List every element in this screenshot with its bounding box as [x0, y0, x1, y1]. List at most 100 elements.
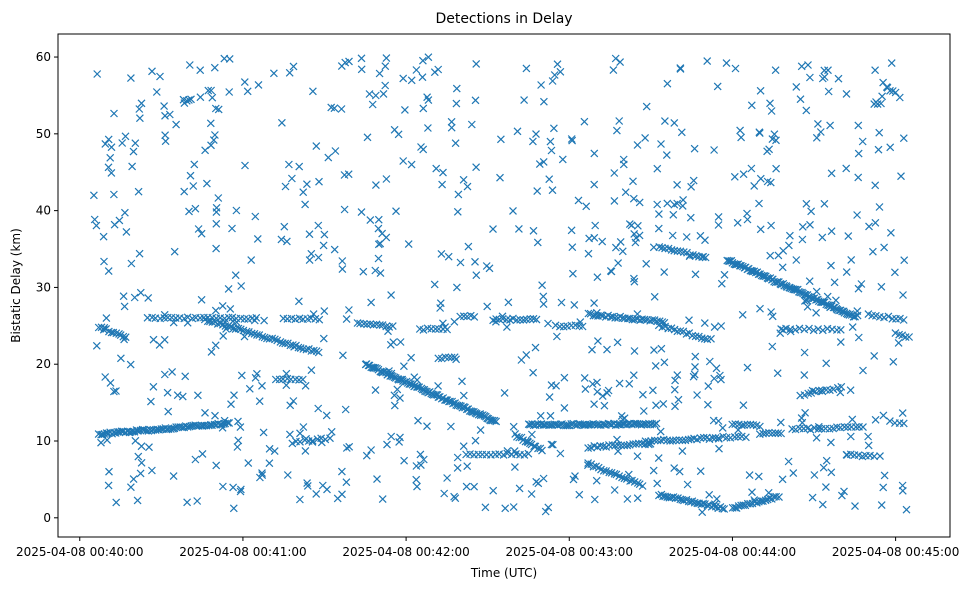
data-point: [690, 370, 699, 379]
y-tick-label: 10: [36, 434, 51, 448]
data-point: [593, 387, 602, 396]
data-point: [871, 415, 880, 424]
data-point: [234, 324, 243, 333]
data-point: [126, 483, 135, 492]
data-point: [92, 221, 101, 230]
data-point: [441, 353, 450, 362]
data-point: [194, 225, 203, 233]
data-point: [101, 139, 110, 148]
data-point: [373, 475, 381, 484]
data-point: [700, 334, 709, 343]
data-point: [472, 271, 481, 280]
data-point: [623, 495, 632, 503]
data-point: [615, 379, 624, 388]
data-point: [752, 498, 761, 507]
data-point: [570, 300, 579, 309]
data-point: [817, 298, 826, 307]
data-point: [864, 432, 873, 441]
data-point: [357, 54, 366, 63]
data-point: [389, 338, 398, 347]
data-point: [284, 160, 293, 169]
data-point: [496, 135, 505, 144]
data-point: [534, 444, 542, 453]
data-point: [679, 496, 688, 505]
data-point: [102, 314, 111, 323]
data-point: [444, 353, 453, 362]
data-point: [288, 439, 297, 448]
data-point: [690, 144, 699, 153]
data-point: [191, 455, 200, 464]
data-point: [743, 215, 752, 224]
data-point: [755, 422, 764, 431]
data-point: [766, 251, 775, 260]
data-point: [650, 346, 658, 355]
data-point: [670, 118, 679, 127]
data-point: [529, 314, 538, 323]
data-point: [255, 397, 264, 406]
data-point: [453, 453, 462, 462]
data-point: [178, 392, 187, 401]
data-point: [714, 434, 723, 442]
data-point: [882, 83, 891, 92]
data-point: [698, 253, 707, 262]
data-point: [848, 415, 857, 424]
data-point: [362, 451, 371, 460]
data-point: [224, 313, 233, 322]
data-point: [296, 344, 305, 353]
data-point: [160, 313, 169, 322]
data-point: [490, 416, 499, 425]
data-point: [658, 243, 666, 252]
data-point: [180, 187, 189, 196]
data-point: [846, 386, 855, 395]
data-point: [635, 198, 644, 207]
data-point: [905, 333, 914, 341]
data-point: [673, 180, 682, 189]
data-point: [678, 201, 687, 210]
y-axis: 0 10 20 30 40 50 60: [36, 50, 58, 525]
data-point: [790, 285, 799, 294]
data-point: [629, 274, 638, 283]
data-point: [270, 447, 279, 456]
data-point: [223, 418, 232, 427]
data-point: [443, 325, 452, 334]
data-point: [871, 66, 880, 75]
data-point: [584, 309, 593, 318]
data-point: [357, 208, 366, 217]
data-point: [452, 99, 461, 108]
data-point: [580, 117, 589, 126]
data-point: [337, 62, 346, 71]
data-point: [590, 149, 599, 158]
data-point: [745, 471, 754, 480]
data-point: [337, 467, 346, 476]
data-point: [655, 242, 664, 251]
data-point: [319, 334, 328, 343]
data-point: [649, 466, 658, 475]
data-point: [112, 329, 121, 338]
data-point: [783, 283, 791, 292]
data-point: [289, 397, 298, 405]
data-point: [390, 391, 399, 400]
data-point: [854, 284, 863, 293]
data-point: [556, 449, 565, 458]
data-point: [808, 386, 817, 395]
data-point: [515, 433, 524, 442]
data-point: [121, 333, 130, 342]
data-point: [119, 332, 128, 341]
data-point: [207, 141, 215, 150]
data-point: [650, 292, 659, 301]
data-point: [230, 391, 238, 400]
data-point: [830, 278, 839, 287]
data-point: [519, 436, 528, 445]
data-point: [775, 493, 783, 502]
data-point: [876, 452, 884, 461]
data-point: [552, 332, 561, 341]
data-point: [149, 335, 158, 344]
data-point: [710, 374, 719, 383]
data-point: [100, 257, 108, 266]
data-point: [531, 343, 540, 352]
data-point: [588, 345, 596, 354]
data-point: [568, 269, 577, 278]
data-point: [456, 312, 465, 321]
data-point: [375, 321, 384, 329]
data-point: [252, 369, 261, 378]
